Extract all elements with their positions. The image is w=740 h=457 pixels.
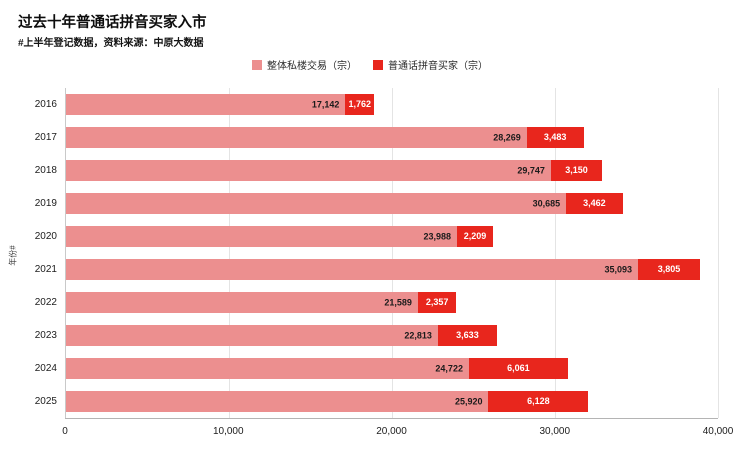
bar-segment-overall: 17,142 xyxy=(66,94,346,115)
bar-segment-mandarin: 3,462 xyxy=(566,193,623,214)
bar-value-label-mandarin: 6,128 xyxy=(527,396,550,406)
bar-segment-mandarin: 3,483 xyxy=(526,127,584,148)
y-axis-tick-label: 2016 xyxy=(34,99,57,110)
x-axis-tick-label: 20,000 xyxy=(376,426,407,437)
bar-value-label-mandarin: 2,209 xyxy=(463,231,487,241)
y-axis-label: 年份# xyxy=(8,245,18,266)
y-axis-tick-label: 2019 xyxy=(34,198,57,209)
bar-row: 2016 17,142 1,762 xyxy=(35,88,718,121)
bar-track: 30,685 3,462 xyxy=(66,193,718,214)
bar-segment-overall: 22,813 xyxy=(66,325,438,346)
bar-segment-overall: 35,093 xyxy=(66,259,639,280)
legend-item-0: 整体私楼交易（宗） xyxy=(252,57,357,72)
y-axis-tick-label: 2021 xyxy=(34,264,57,275)
y-axis-tick-label: 2022 xyxy=(34,297,57,308)
bar-segment-mandarin: 3,150 xyxy=(550,160,603,181)
bar-chart: 2016 17,142 1,762 2017 28,269 3,483 2018 29,747… xyxy=(35,88,733,440)
bar-segment-overall: 21,589 xyxy=(66,292,418,313)
bar-track: 23,988 2,209 xyxy=(66,226,718,247)
y-axis-tick-label: 2023 xyxy=(34,330,57,341)
y-axis-tick-label: 2025 xyxy=(34,396,57,407)
bar-value-label-mandarin: 3,150 xyxy=(565,165,588,175)
bar-value-label-overall: 30,685 xyxy=(532,198,561,208)
bar-track: 17,142 1,762 xyxy=(66,94,718,115)
legend: 整体私楼交易（宗） 普通话拼音买家（宗） xyxy=(0,57,740,72)
bar-row: 2018 29,747 3,150 xyxy=(35,154,718,187)
bar-value-label-overall: 21,589 xyxy=(384,297,412,307)
bar-row: 2017 28,269 3,483 xyxy=(35,121,718,154)
bar-value-label-overall: 28,269 xyxy=(493,132,521,142)
bar-value-label-mandarin: 3,462 xyxy=(583,198,606,208)
bar-value-label-overall: 24,722 xyxy=(435,363,463,373)
bar-track: 28,269 3,483 xyxy=(66,127,718,148)
bar-row: 2024 24,722 6,061 xyxy=(35,352,718,385)
bar-value-label-mandarin: 1,762 xyxy=(348,99,372,109)
legend-label: 整体私楼交易（宗） xyxy=(267,61,357,72)
x-axis-tick-label: 10,000 xyxy=(212,426,244,437)
legend-swatch-icon xyxy=(373,59,383,70)
bar-segment-mandarin: 2,357 xyxy=(417,292,457,313)
x-axis-tick-label: 30,000 xyxy=(539,426,571,437)
bar-row: 2025 25,920 6,128 xyxy=(35,385,718,418)
bar-segment-overall: 25,920 xyxy=(66,391,489,412)
bar-value-label-overall: 17,142 xyxy=(311,99,340,109)
bar-row: 2020 23,988 2,209 xyxy=(35,220,718,253)
bar-segment-overall: 28,269 xyxy=(66,127,527,148)
x-axis-tick-label: 40,000 xyxy=(702,426,734,437)
bar-value-label-overall: 29,747 xyxy=(517,165,545,175)
bar-value-label-mandarin: 6,061 xyxy=(507,363,530,373)
bar-segment-overall: 24,722 xyxy=(66,358,469,379)
bar-segment-mandarin: 6,061 xyxy=(468,358,568,379)
y-axis-tick-label: 2017 xyxy=(34,132,57,143)
gridline xyxy=(229,88,230,418)
plot-area: 2016 17,142 1,762 2017 28,269 3,483 2018 29,747… xyxy=(35,88,719,418)
gridline xyxy=(718,88,719,418)
legend-item-1: 普通话拼音买家（宗） xyxy=(373,57,488,72)
x-axis-tick-label: 0 xyxy=(62,426,68,437)
x-axis: 0 10,000 20,000 30,000 40,000 xyxy=(62,418,733,440)
bar-segment-overall: 23,988 xyxy=(66,226,457,247)
bar-row: 2023 22,813 3,633 xyxy=(35,319,718,352)
bar-track: 21,589 2,357 xyxy=(66,292,718,313)
legend-swatch-icon xyxy=(252,59,262,70)
bar-row: 2021 35,093 3,805 xyxy=(35,253,718,286)
page-subtitle: #上半年登记数据，资料来源：中原大数据 xyxy=(18,38,204,49)
bar-track: 29,747 3,150 xyxy=(66,160,718,181)
bar-segment-mandarin: 3,633 xyxy=(437,325,498,346)
bar-value-label-overall: 22,813 xyxy=(404,330,432,340)
page-title: 过去十年普通话拼音买家入市 xyxy=(18,15,207,31)
bar-segment-mandarin: 3,805 xyxy=(638,259,701,280)
bar-row: 2019 30,685 3,462 xyxy=(35,187,718,220)
bar-value-label-overall: 25,920 xyxy=(454,396,483,406)
y-axis-tick-label: 2018 xyxy=(34,165,57,176)
bar-segment-overall: 30,685 xyxy=(66,193,567,214)
bar-value-label-overall: 35,093 xyxy=(604,264,633,274)
bar-value-label-mandarin: 3,805 xyxy=(657,264,681,274)
bar-track: 25,920 6,128 xyxy=(66,391,718,412)
gridline xyxy=(392,88,393,418)
gridline xyxy=(555,88,556,418)
bar-segment-overall: 29,747 xyxy=(66,160,551,181)
legend-label: 普通话拼音买家（宗） xyxy=(388,61,488,72)
bar-track: 22,813 3,633 xyxy=(66,325,718,346)
bar-value-label-mandarin: 2,357 xyxy=(425,297,449,307)
bar-track: 35,093 3,805 xyxy=(66,259,718,280)
bar-track: 24,722 6,061 xyxy=(66,358,718,379)
bar-value-label-mandarin: 3,633 xyxy=(456,330,479,340)
bar-value-label-mandarin: 3,483 xyxy=(543,132,567,142)
bar-segment-mandarin: 6,128 xyxy=(488,391,589,412)
bar-row: 2022 21,589 2,357 xyxy=(35,286,718,319)
bar-segment-mandarin: 2,209 xyxy=(457,226,493,247)
y-axis-tick-label: 2020 xyxy=(34,231,57,242)
y-axis-tick-label: 2024 xyxy=(34,363,57,374)
bar-value-label-overall: 23,988 xyxy=(423,231,451,241)
bar-segment-mandarin: 1,762 xyxy=(345,94,375,115)
